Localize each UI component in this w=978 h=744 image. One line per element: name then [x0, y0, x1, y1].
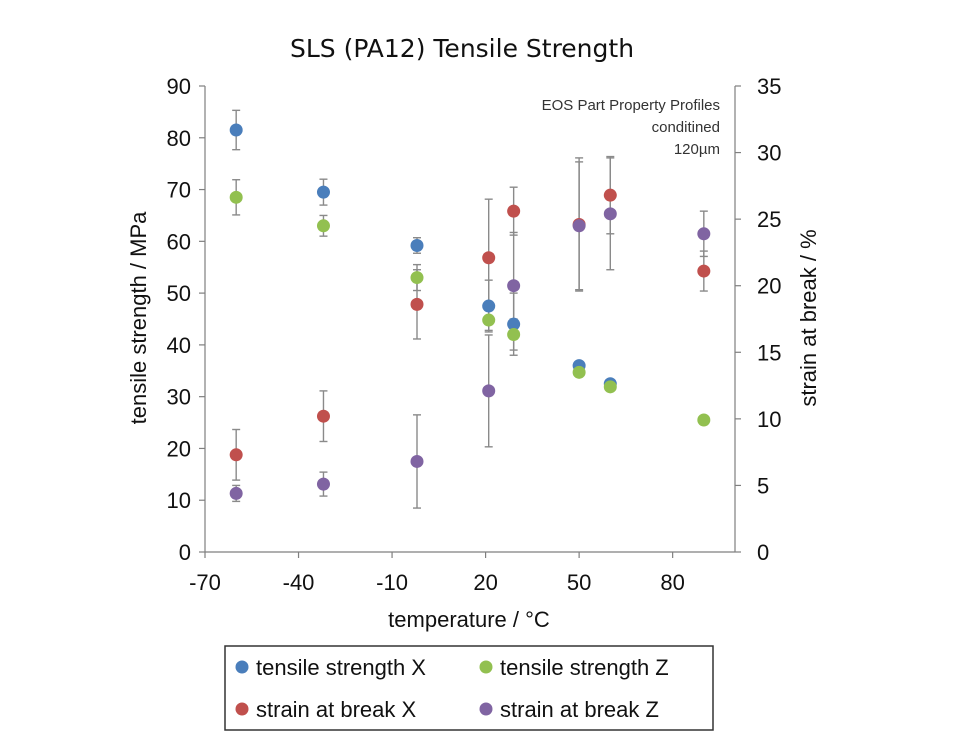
- y2-tick-label: 25: [757, 207, 781, 232]
- legend-marker-1: [479, 660, 493, 674]
- legend-marker-3: [479, 702, 493, 716]
- y2-tick-label: 15: [757, 340, 781, 365]
- y2-tick-label: 30: [757, 141, 781, 166]
- point-series-1: [507, 328, 521, 342]
- x-tick-label: -70: [189, 570, 221, 595]
- point-series-0: [316, 185, 330, 199]
- point-series-0: [229, 123, 243, 137]
- legend-marker-2: [235, 702, 249, 716]
- point-series-3: [603, 207, 617, 221]
- point-series-1: [316, 219, 330, 233]
- x-tick-label: 80: [660, 570, 684, 595]
- point-series-2: [603, 188, 617, 202]
- y2-axis-title: strain at break / %: [796, 229, 821, 406]
- annotation-line-1: EOS Part Property Profiles: [542, 97, 720, 114]
- point-series-3: [697, 227, 711, 241]
- y2-tick-label: 20: [757, 274, 781, 299]
- y-tick-label: 80: [167, 126, 191, 151]
- point-series-3: [572, 219, 586, 233]
- y2-tick-label: 0: [757, 540, 769, 565]
- annotation-line-2: conditined: [652, 119, 720, 136]
- y-tick-label: 50: [167, 281, 191, 306]
- y-tick-label: 90: [167, 74, 191, 99]
- y-tick-label: 0: [179, 540, 191, 565]
- point-series-1: [697, 413, 711, 427]
- data-points: [229, 123, 711, 500]
- y2-tick-label: 10: [757, 407, 781, 432]
- y-tick-label: 60: [167, 229, 191, 254]
- legend-label-0: tensile strength X: [256, 655, 426, 680]
- y-tick-label: 30: [167, 385, 191, 410]
- ticks: 0 10 20 30 40 50 60 70 80 90 0 5 10 15 20 25 30 35 -70 -40 -…: [167, 74, 782, 595]
- point-series-1: [603, 380, 617, 394]
- axes: [204, 86, 736, 553]
- legend: tensile strength X tensile strength Z st…: [224, 645, 714, 731]
- point-series-3: [507, 279, 521, 293]
- y-tick-label: 70: [167, 178, 191, 203]
- point-series-1: [229, 190, 243, 204]
- point-series-1: [482, 313, 496, 327]
- point-series-0: [507, 317, 521, 331]
- point-series-2: [410, 297, 424, 311]
- x-tick-label: 20: [473, 570, 497, 595]
- x-tick-label: -40: [283, 570, 315, 595]
- point-series-2: [697, 264, 711, 278]
- chart-title: SLS (PA12) Tensile Strength: [290, 34, 634, 63]
- legend-marker-0: [235, 660, 249, 674]
- point-series-2: [482, 251, 496, 265]
- point-series-0: [410, 238, 424, 252]
- point-series-2: [316, 409, 330, 423]
- annotation: EOS Part Property Profiles conditined 12…: [542, 97, 720, 158]
- point-series-3: [410, 454, 424, 468]
- error-bars: [232, 109, 708, 509]
- legend-label-2: strain at break X: [256, 697, 417, 722]
- point-series-3: [229, 486, 243, 500]
- annotation-line-3: 120µm: [674, 141, 720, 158]
- point-series-3: [482, 384, 496, 398]
- point-series-0: [482, 299, 496, 313]
- y2-tick-label: 5: [757, 473, 769, 498]
- point-series-3: [316, 477, 330, 491]
- point-series-1: [410, 271, 424, 285]
- y-axis-title: tensile strength / MPa: [126, 211, 151, 425]
- legend-box: [224, 645, 714, 731]
- point-series-2: [507, 204, 521, 218]
- point-series-2: [229, 448, 243, 462]
- legend-label-3: strain at break Z: [500, 697, 659, 722]
- point-series-1: [572, 365, 586, 379]
- y2-tick-label: 35: [757, 74, 781, 99]
- legend-label-1: tensile strength Z: [500, 655, 669, 680]
- x-axis-title: temperature / °C: [388, 607, 550, 632]
- y-tick-label: 40: [167, 333, 191, 358]
- x-tick-label: -10: [376, 570, 408, 595]
- y-tick-label: 10: [167, 488, 191, 513]
- y-tick-label: 20: [167, 436, 191, 461]
- x-tick-label: 50: [567, 570, 591, 595]
